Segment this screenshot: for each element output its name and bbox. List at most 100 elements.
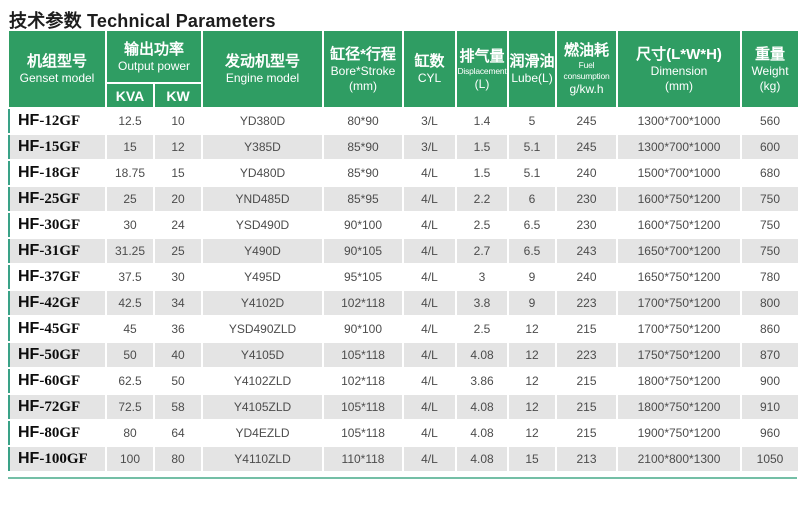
cell-kva: 42.5	[106, 290, 155, 317]
cell-engine-model: Y4102ZLD	[202, 368, 325, 395]
genset-model-label-en: Genset model	[19, 71, 95, 85]
cell-displacement: 2.5	[456, 212, 510, 239]
cell-genset-model: HF-37GF	[8, 264, 107, 291]
cell-engine-model: Y385D	[202, 134, 325, 161]
col-header-bore-stroke: 缸径*行程 Bore*Stroke (mm)	[323, 31, 405, 109]
cell-bore-stroke: 105*118	[323, 420, 405, 447]
cell-weight: 800	[741, 290, 799, 317]
cell-lube: 12	[508, 394, 558, 421]
cell-bore-stroke: 105*118	[323, 342, 405, 369]
cell-displacement: 1.5	[456, 160, 510, 187]
cell-displacement: 4.08	[456, 446, 510, 473]
cell-lube: 6.5	[508, 238, 558, 265]
cell-engine-model: YSD490D	[202, 212, 325, 239]
cell-kw: 58	[154, 394, 204, 421]
genset-model-prefix: HF	[18, 242, 40, 259]
genset-model-suffix: -45GF	[39, 321, 81, 337]
genset-model-suffix: -42GF	[39, 295, 81, 311]
genset-model-suffix: -12GF	[39, 113, 81, 129]
table-row: HF-15GF 15 12 Y385D 85*90 3/L 1.5 5.1 24…	[8, 134, 799, 161]
cell-kw: 15	[154, 160, 204, 187]
cell-genset-model: HF-60GF	[8, 368, 107, 395]
col-header-kw: KW	[154, 83, 204, 109]
cell-dimension: 1750*750*1200	[617, 342, 743, 369]
genset-model-suffix: -50GF	[39, 347, 81, 363]
cell-displacement: 1.5	[456, 134, 510, 161]
cell-bore-stroke: 90*105	[323, 238, 405, 265]
cell-bore-stroke: 90*100	[323, 212, 405, 239]
cell-lube: 12	[508, 316, 558, 343]
cell-cylinders: 3/L	[403, 134, 458, 161]
genset-model-prefix: HF	[18, 398, 40, 415]
output-power-label-zh: 输出功率	[124, 40, 185, 58]
genset-model-suffix: -72GF	[39, 399, 81, 415]
cell-fuel-consumption: 243	[556, 238, 619, 265]
lube-label-zh: 润滑油	[509, 53, 555, 70]
table-row: HF-18GF 18.75 15 YD480D 85*90 4/L 1.5 5.…	[8, 160, 799, 187]
engine-model-label-en: Engine model	[225, 71, 300, 85]
cell-displacement: 3.86	[456, 368, 510, 395]
cell-fuel-consumption: 230	[556, 212, 619, 239]
table-header: 机组型号 Genset model 输出功率 Output power 发动机型…	[9, 31, 799, 109]
genset-model-prefix: HF	[18, 450, 40, 467]
lube-label-en: Lube(L)	[511, 71, 553, 85]
cell-displacement: 3.8	[456, 290, 510, 317]
col-header-genset-model: 机组型号 Genset model	[9, 31, 107, 109]
cell-genset-model: HF-72GF	[8, 394, 107, 421]
cell-dimension: 1600*750*1200	[617, 212, 743, 239]
cell-genset-model: HF-15GF	[8, 134, 107, 161]
cell-weight: 910	[741, 394, 799, 421]
cell-lube: 15	[508, 446, 558, 473]
technical-parameters-table: 机组型号 Genset model 输出功率 Output power 发动机型…	[8, 31, 799, 479]
cell-dimension: 1500*700*1000	[617, 160, 743, 187]
weight-unit: (kg)	[759, 78, 781, 93]
bore-stroke-unit: (mm)	[349, 78, 377, 93]
col-header-engine-model: 发动机型号 Engine model	[202, 31, 325, 109]
genset-model-prefix: HF	[18, 216, 40, 233]
cell-cylinders: 4/L	[403, 212, 458, 239]
cell-kw: 50	[154, 368, 204, 395]
cell-bore-stroke: 85*90	[323, 134, 405, 161]
cell-engine-model: Y490D	[202, 238, 325, 265]
cell-kva: 45	[106, 316, 155, 343]
genset-model-suffix: -100GF	[39, 451, 88, 467]
genset-model-suffix: -15GF	[39, 139, 81, 155]
cell-lube: 12	[508, 342, 558, 369]
fuel-consumption-label-en: Fuel consumption	[563, 60, 610, 81]
cell-fuel-consumption: 215	[556, 368, 619, 395]
col-header-output-power: 输出功率 Output power	[106, 31, 204, 84]
cell-cylinders: 4/L	[403, 368, 458, 395]
cell-kw: 34	[154, 290, 204, 317]
col-header-kva: KVA	[106, 83, 155, 109]
cell-dimension: 1650*700*1200	[617, 238, 743, 265]
cell-dimension: 2100*800*1300	[617, 446, 743, 473]
cell-genset-model: HF-25GF	[8, 186, 107, 213]
cell-lube: 9	[508, 290, 558, 317]
col-header-fuel-consumption: 燃油耗 Fuel consumption g/kw.h	[556, 31, 619, 109]
cell-weight: 780	[741, 264, 799, 291]
genset-model-label-zh: 机组型号	[26, 53, 87, 70]
table-body: HF-12GF 12.5 10 YD380D 80*90 3/L 1.4 5 2…	[8, 108, 799, 473]
table-row: HF-50GF 50 40 Y4105D 105*118 4/L 4.08 12…	[8, 342, 799, 369]
displacement-label-en: Displacement	[457, 65, 507, 76]
col-header-lube: 润滑油 Lube(L)	[508, 31, 558, 109]
cell-displacement: 1.4	[456, 108, 510, 135]
cell-cylinders: 4/L	[403, 160, 458, 187]
genset-model-prefix: HF	[18, 372, 40, 389]
cell-displacement: 2.2	[456, 186, 510, 213]
cell-bore-stroke: 105*118	[323, 394, 405, 421]
cell-weight: 900	[741, 368, 799, 395]
table-row: HF-37GF 37.5 30 Y495D 95*105 4/L 3 9 240…	[8, 264, 799, 291]
cell-weight: 750	[741, 212, 799, 239]
cell-weight: 860	[741, 316, 799, 343]
table-row: HF-30GF 30 24 YSD490D 90*100 4/L 2.5 6.5…	[8, 212, 799, 239]
table-row: HF-100GF 100 80 Y4110ZLD 110*118 4/L 4.0…	[8, 446, 799, 473]
genset-model-suffix: -80GF	[39, 425, 81, 441]
page-title: 技术参数 Technical Parameters	[9, 11, 276, 31]
dimension-label-zh: 尺寸(L*W*H)	[636, 45, 722, 63]
cell-bore-stroke: 85*90	[323, 160, 405, 187]
cell-bore-stroke: 102*118	[323, 368, 405, 395]
cell-kva: 31.25	[106, 238, 155, 265]
genset-model-prefix: HF	[18, 346, 40, 363]
table-row: HF-80GF 80 64 YD4EZLD 105*118 4/L 4.08 1…	[8, 420, 799, 447]
